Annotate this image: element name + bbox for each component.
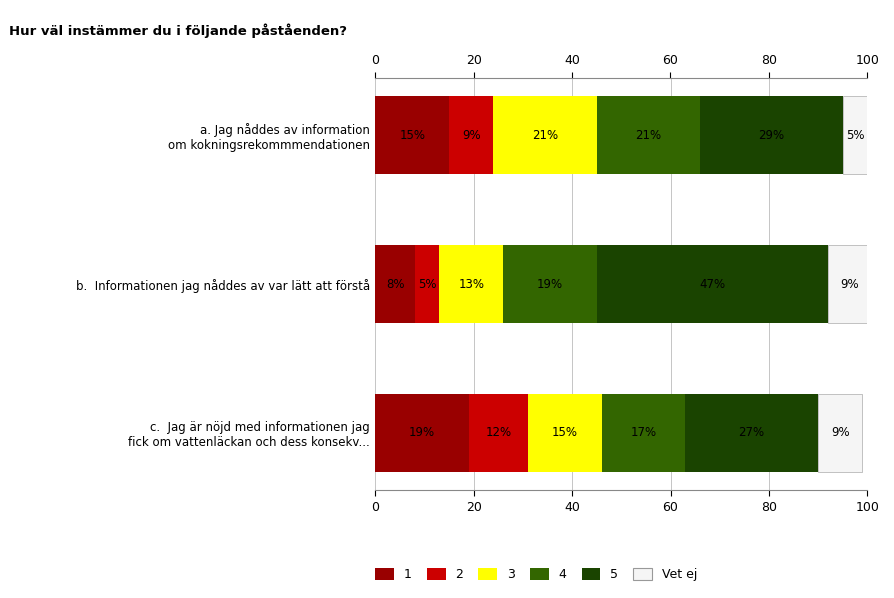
Bar [375, 96, 449, 174]
Text: 21%: 21% [532, 129, 558, 142]
Text: 47%: 47% [699, 277, 725, 291]
Bar [818, 394, 862, 472]
Text: 13%: 13% [459, 277, 485, 291]
Bar [828, 245, 872, 323]
Bar [415, 245, 439, 323]
Text: 8%: 8% [386, 277, 404, 291]
Text: 15%: 15% [400, 129, 426, 142]
Legend: 1, 2, 3, 4, 5, Vet ej: 1, 2, 3, 4, 5, Vet ej [370, 563, 703, 586]
Bar [468, 394, 527, 472]
Text: 9%: 9% [462, 129, 481, 142]
Text: 12%: 12% [485, 426, 511, 440]
Text: 17%: 17% [630, 426, 656, 440]
Bar [602, 394, 685, 472]
Bar [596, 245, 828, 323]
Bar [493, 96, 596, 174]
Text: Hur väl instämmer du i följande påståenden?: Hur väl instämmer du i följande påståend… [9, 24, 347, 38]
Bar [596, 96, 700, 174]
Bar [439, 245, 503, 323]
Bar [700, 96, 842, 174]
Bar [685, 394, 818, 472]
Text: 15%: 15% [552, 426, 578, 440]
Bar [527, 394, 602, 472]
Bar [375, 245, 415, 323]
Text: 19%: 19% [537, 277, 563, 291]
Bar [449, 96, 493, 174]
Bar [375, 394, 468, 472]
Text: 19%: 19% [409, 426, 435, 440]
Text: 27%: 27% [738, 426, 764, 440]
Text: 9%: 9% [840, 277, 859, 291]
Text: 21%: 21% [636, 129, 662, 142]
Text: 5%: 5% [417, 277, 436, 291]
Text: 29%: 29% [758, 129, 784, 142]
Text: 5%: 5% [846, 129, 864, 142]
Bar [842, 96, 867, 174]
Text: 9%: 9% [831, 426, 849, 440]
Bar [503, 245, 596, 323]
